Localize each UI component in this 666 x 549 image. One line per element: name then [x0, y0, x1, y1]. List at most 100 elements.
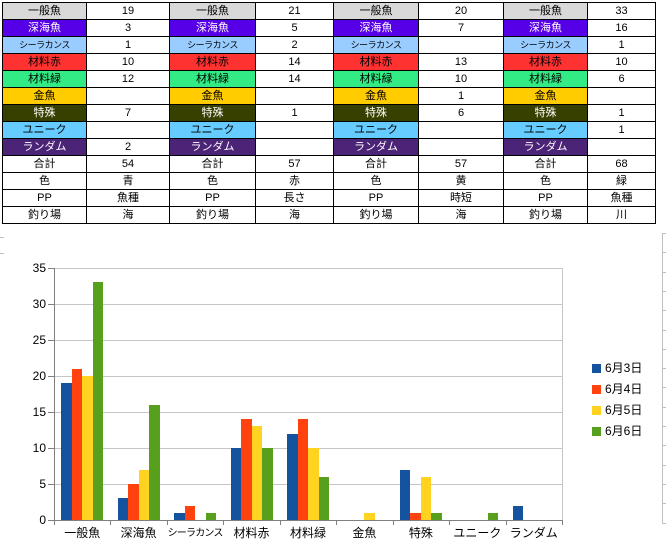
- table-cell-value[interactable]: [87, 88, 170, 105]
- table-cell-value[interactable]: 14: [256, 71, 334, 88]
- table-cell-value[interactable]: 1: [256, 105, 334, 122]
- table-cell-label[interactable]: 深海魚: [3, 20, 87, 37]
- table-cell-label[interactable]: 合計: [504, 156, 588, 173]
- table-cell-label[interactable]: 色: [504, 173, 588, 190]
- table-cell-label[interactable]: 特殊: [504, 105, 588, 122]
- table-cell-label[interactable]: 深海魚: [504, 20, 588, 37]
- table-cell-label[interactable]: 材料赤: [170, 54, 256, 71]
- table-cell-value[interactable]: 33: [588, 3, 656, 20]
- table-cell-label[interactable]: 色: [334, 173, 419, 190]
- bar-6月3日-深海魚[interactable]: [117, 498, 129, 520]
- table-cell-label[interactable]: 合計: [170, 156, 256, 173]
- table-cell-value[interactable]: 7: [419, 20, 504, 37]
- table-cell-label[interactable]: ユニーク: [334, 122, 419, 139]
- table-cell-value[interactable]: 2: [256, 37, 334, 54]
- table-cell-label[interactable]: ユニーク: [3, 122, 87, 139]
- table-cell-label[interactable]: 合計: [334, 156, 419, 173]
- table-cell-value[interactable]: 2: [87, 139, 170, 156]
- table-cell-value[interactable]: 5: [256, 20, 334, 37]
- table-cell-value[interactable]: 1: [588, 105, 656, 122]
- table-cell-label[interactable]: ユニーク: [504, 122, 588, 139]
- table-cell-value[interactable]: 13: [419, 54, 504, 71]
- table-cell-label[interactable]: 深海魚: [170, 20, 256, 37]
- table-cell-value[interactable]: 赤: [256, 173, 334, 190]
- table-cell-label[interactable]: 材料赤: [3, 54, 87, 71]
- table-cell-value[interactable]: 6: [588, 71, 656, 88]
- bar-6月3日-シーラカンス[interactable]: [174, 512, 185, 520]
- table-cell-value[interactable]: [256, 88, 334, 105]
- table-cell-value[interactable]: 14: [256, 54, 334, 71]
- table-cell-label[interactable]: 釣り場: [3, 207, 87, 224]
- table-cell-label[interactable]: 金魚: [3, 88, 87, 105]
- bar-6月4日-特殊[interactable]: [410, 512, 421, 520]
- table-cell-label[interactable]: 材料緑: [170, 71, 256, 88]
- table-cell-label[interactable]: 一般魚: [3, 3, 87, 20]
- table-cell-value[interactable]: [588, 139, 656, 156]
- bar-6月4日-材料赤[interactable]: [241, 419, 252, 520]
- table-cell-value[interactable]: 10: [419, 71, 504, 88]
- table-cell-value[interactable]: 1: [588, 37, 656, 54]
- table-cell-value[interactable]: [256, 139, 334, 156]
- bar-6月3日-材料赤[interactable]: [230, 448, 242, 520]
- bar-6月6日-一般魚[interactable]: [92, 282, 104, 520]
- bar-6月5日-材料緑[interactable]: [308, 448, 319, 520]
- table-cell-value[interactable]: [87, 122, 170, 139]
- table-cell-label[interactable]: 一般魚: [504, 3, 588, 20]
- table-cell-value[interactable]: [256, 122, 334, 139]
- table-cell-label[interactable]: 一般魚: [170, 3, 256, 20]
- table-cell-value[interactable]: [588, 88, 656, 105]
- table-cell-value[interactable]: 海: [419, 207, 504, 224]
- bar-6月6日-材料赤[interactable]: [262, 448, 273, 520]
- table-cell-label[interactable]: シーラカンス: [504, 37, 588, 54]
- table-cell-value[interactable]: 海: [256, 207, 334, 224]
- table-cell-label[interactable]: 深海魚: [334, 20, 419, 37]
- table-cell-value[interactable]: 1: [419, 88, 504, 105]
- bar-6月5日-一般魚[interactable]: [82, 376, 93, 520]
- table-cell-label[interactable]: ランダム: [334, 139, 419, 156]
- table-cell-value[interactable]: 川: [588, 207, 656, 224]
- bar-6月3日-ランダム[interactable]: [512, 505, 524, 520]
- table-cell-value[interactable]: 57: [419, 156, 504, 173]
- table-cell-value[interactable]: 20: [419, 3, 504, 20]
- table-cell-value[interactable]: 54: [87, 156, 170, 173]
- table-cell-label[interactable]: 金魚: [504, 88, 588, 105]
- table-cell-value[interactable]: 1: [588, 122, 656, 139]
- table-cell-label[interactable]: 材料赤: [504, 54, 588, 71]
- bar-6月5日-材料赤[interactable]: [251, 426, 263, 520]
- table-cell-value[interactable]: 3: [87, 20, 170, 37]
- table-cell-label[interactable]: 色: [170, 173, 256, 190]
- table-cell-value[interactable]: 黄: [419, 173, 504, 190]
- table-cell-label[interactable]: 材料緑: [3, 71, 87, 88]
- table-cell-label[interactable]: ユニーク: [170, 122, 256, 139]
- bar-6月6日-深海魚[interactable]: [149, 404, 160, 520]
- table-cell-value[interactable]: 長さ: [256, 190, 334, 207]
- bar-6月4日-シーラカンス[interactable]: [184, 505, 196, 520]
- table-cell-label[interactable]: 金魚: [334, 88, 419, 105]
- table-cell-label[interactable]: ランダム: [504, 139, 588, 156]
- table-cell-value[interactable]: 1: [87, 37, 170, 54]
- legend-item-6月6日[interactable]: 6月6日: [592, 424, 642, 438]
- table-cell-value[interactable]: [419, 139, 504, 156]
- bar-6月3日-材料緑[interactable]: [287, 433, 298, 520]
- table-cell-label[interactable]: PP: [170, 190, 256, 207]
- table-cell-label[interactable]: ランダム: [170, 139, 256, 156]
- table-cell-label[interactable]: 釣り場: [170, 207, 256, 224]
- table-cell-label[interactable]: PP: [334, 190, 419, 207]
- table-cell-value[interactable]: 6: [419, 105, 504, 122]
- table-cell-value[interactable]: 海: [87, 207, 170, 224]
- table-cell-value[interactable]: 時短: [419, 190, 504, 207]
- table-cell-value[interactable]: 16: [588, 20, 656, 37]
- bar-6月4日-材料緑[interactable]: [297, 419, 308, 520]
- table-cell-value[interactable]: [419, 37, 504, 54]
- bar-6月5日-金魚[interactable]: [364, 512, 375, 520]
- bar-6月4日-一般魚[interactable]: [71, 368, 83, 520]
- bar-6月3日-一般魚[interactable]: [61, 383, 72, 520]
- bar-6月5日-深海魚[interactable]: [138, 469, 150, 520]
- table-cell-label[interactable]: 特殊: [334, 105, 419, 122]
- table-cell-label[interactable]: 特殊: [3, 105, 87, 122]
- bar-6月6日-特殊[interactable]: [431, 512, 442, 520]
- table-cell-value[interactable]: 7: [87, 105, 170, 122]
- legend-item-6月4日[interactable]: 6月4日: [592, 382, 642, 396]
- table-cell-label[interactable]: ランダム: [3, 139, 87, 156]
- bar-6月6日-材料緑[interactable]: [318, 476, 329, 520]
